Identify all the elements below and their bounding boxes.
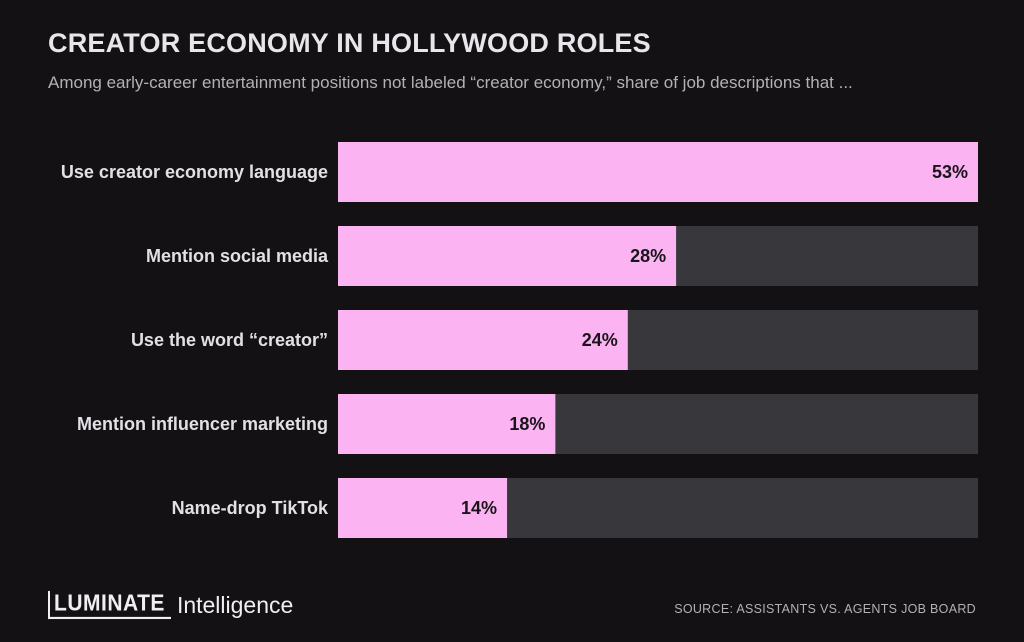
source-note: SOURCE: ASSISTANTS VS. AGENTS JOB BOARD <box>674 602 976 616</box>
category-label: Use creator economy language <box>61 162 328 182</box>
category-label: Name-drop TikTok <box>172 498 329 518</box>
chart-subtitle: Among early-career entertainment positio… <box>48 73 853 92</box>
bar <box>338 226 677 286</box>
value-label: 14% <box>461 498 497 518</box>
luminate-logo: LUMINATE Intelligence <box>48 590 294 620</box>
value-label: 24% <box>582 330 618 350</box>
bar <box>338 478 508 538</box>
value-label: 53% <box>932 162 968 182</box>
value-label: 28% <box>630 246 666 266</box>
value-label: 18% <box>509 414 545 434</box>
logo-mark: LUMINATE <box>48 590 171 620</box>
bar <box>338 142 978 202</box>
category-label: Mention influencer marketing <box>77 414 328 434</box>
chart-title: CREATOR ECONOMY IN HOLLYWOOD ROLES <box>48 28 651 58</box>
bar <box>338 394 556 454</box>
category-label: Mention social media <box>146 246 329 266</box>
bar <box>338 310 628 370</box>
logo-word: Intelligence <box>176 592 294 618</box>
category-label: Use the word “creator” <box>131 330 328 350</box>
